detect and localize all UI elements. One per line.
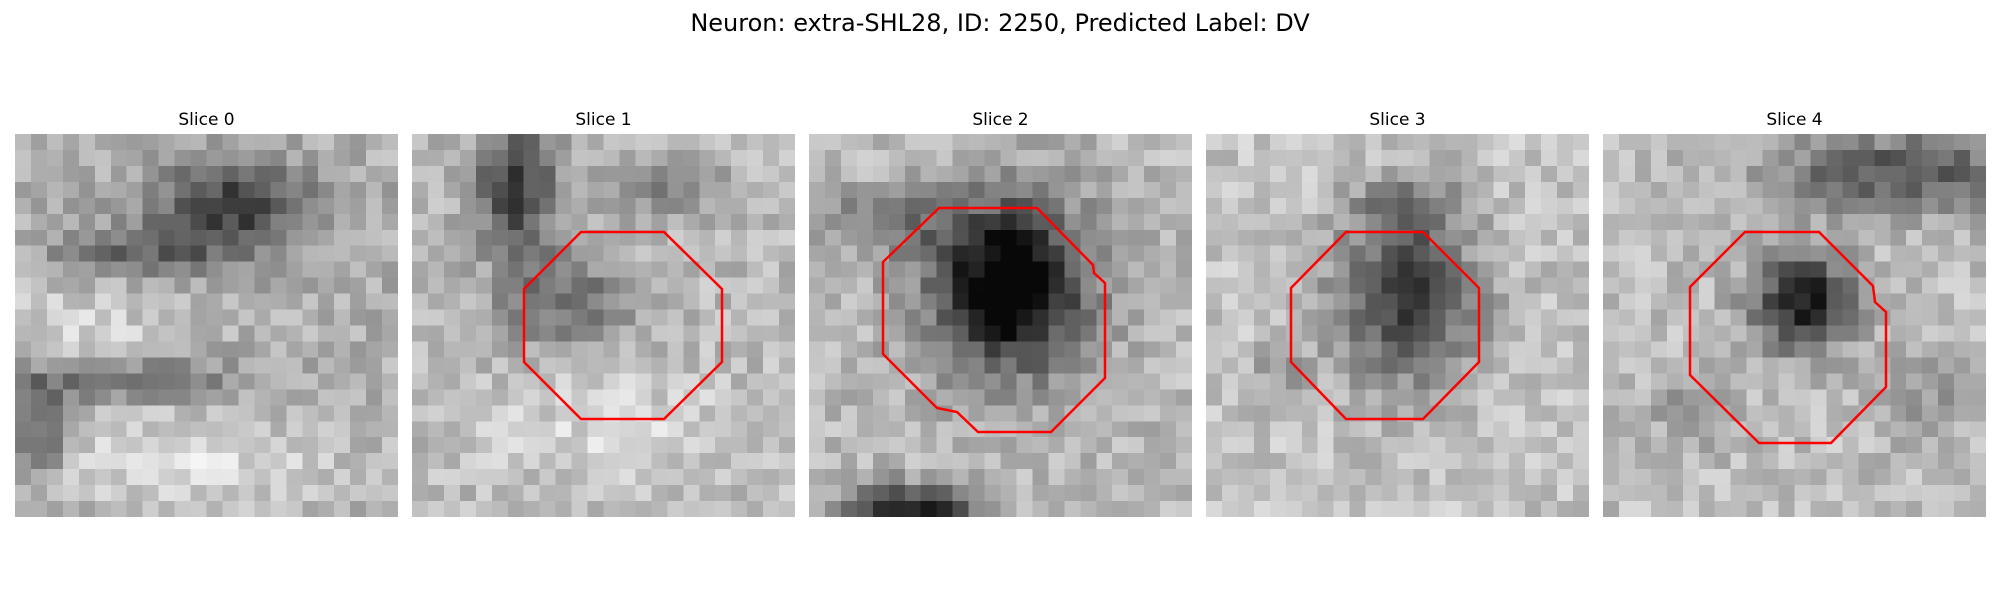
slice-title: Slice 0 (178, 110, 235, 130)
roi-octagon (1289, 230, 1481, 421)
roi-outline (1688, 230, 1888, 445)
roi-octagon (522, 230, 724, 421)
slice-panel-4: Slice 4 (1603, 108, 1986, 518)
grayscale-microscopy-image (1206, 134, 1589, 517)
slice-panel-0: Slice 0 (15, 108, 398, 518)
roi-outline (1289, 230, 1481, 421)
slice-image (1603, 134, 1986, 517)
grayscale-microscopy-image (809, 134, 1192, 517)
slice-title: Slice 4 (1766, 110, 1823, 130)
slice-title: Slice 3 (1369, 110, 1426, 130)
roi-outline (881, 206, 1107, 434)
slice-image (1206, 134, 1589, 517)
slice-title: Slice 2 (972, 110, 1029, 130)
grayscale-microscopy-image (1603, 134, 1986, 517)
grayscale-microscopy-image (412, 134, 795, 517)
figure-title: Neuron: extra-SHL28, ID: 2250, Predicted… (690, 9, 1310, 37)
roi-outline (522, 230, 724, 421)
slice-image (15, 134, 398, 517)
slice-image (809, 134, 1192, 517)
roi-octagon (881, 206, 1107, 434)
slice-title: Slice 1 (575, 110, 632, 130)
slice-panel-1: Slice 1 (412, 108, 795, 518)
slice-panel-3: Slice 3 (1206, 108, 1589, 518)
slice-image (412, 134, 795, 517)
grayscale-microscopy-image (15, 134, 398, 517)
slice-panel-2: Slice 2 (809, 108, 1192, 518)
roi-octagon (1688, 230, 1888, 445)
